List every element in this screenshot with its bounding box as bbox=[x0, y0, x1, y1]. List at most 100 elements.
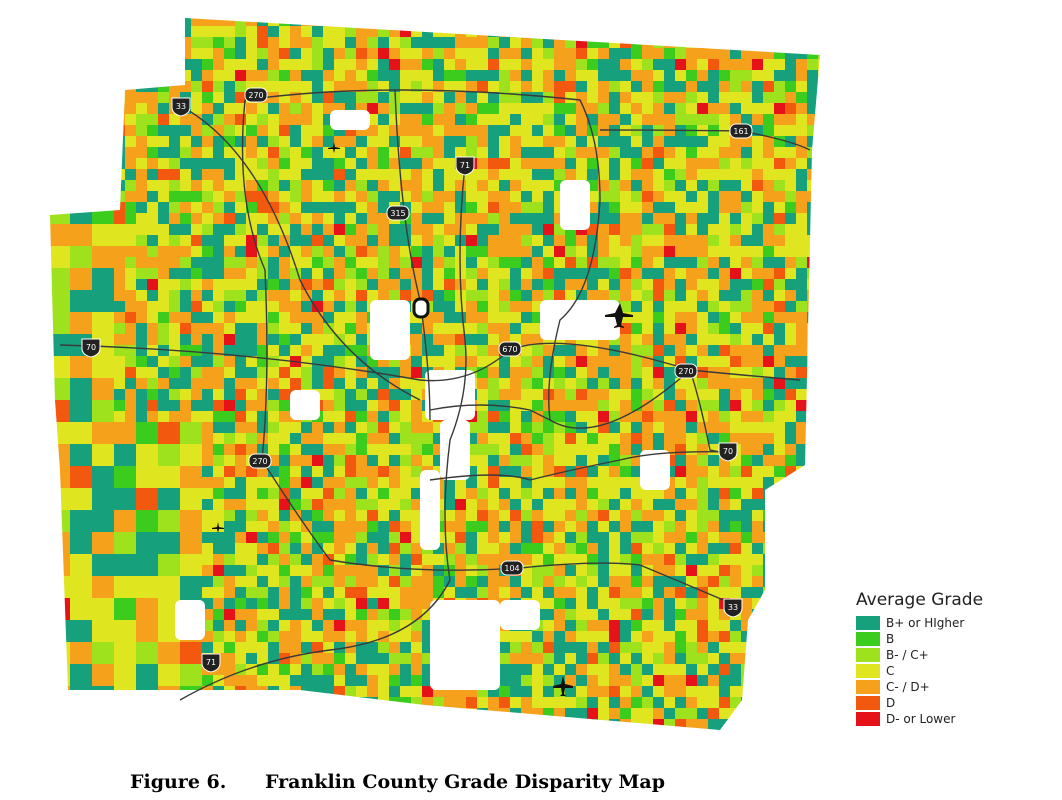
grade-patch bbox=[367, 598, 379, 610]
grade-patch bbox=[411, 70, 423, 82]
grade-patch bbox=[301, 510, 313, 522]
grade-patch bbox=[686, 543, 698, 555]
grade-patch bbox=[279, 213, 291, 225]
grade-patch bbox=[268, 532, 280, 544]
grade-patch bbox=[125, 246, 137, 258]
grade-patch bbox=[521, 312, 533, 324]
grade-patch bbox=[653, 103, 665, 115]
grade-patch bbox=[202, 268, 214, 280]
grade-patch bbox=[224, 158, 236, 170]
grade-patch bbox=[576, 576, 588, 588]
grade-patch bbox=[400, 554, 412, 566]
grade-patch bbox=[774, 114, 786, 126]
roads bbox=[59, 89, 811, 701]
grade-patch bbox=[730, 169, 742, 181]
grade-patch bbox=[774, 543, 786, 555]
grade-patch bbox=[50, 48, 71, 71]
grade-patch bbox=[125, 125, 137, 137]
grade-patch bbox=[246, 510, 258, 522]
grade-patch bbox=[70, 268, 93, 291]
grade-patch bbox=[345, 554, 357, 566]
grade-patch bbox=[675, 114, 687, 126]
grade-patch bbox=[818, 477, 820, 489]
grade-patch bbox=[444, 488, 456, 500]
grade-patch bbox=[532, 719, 544, 730]
grade-patch bbox=[774, 367, 786, 379]
grade-patch bbox=[290, 246, 302, 258]
grade-patch bbox=[609, 136, 621, 148]
grade-patch bbox=[488, 323, 500, 335]
grade-patch bbox=[400, 246, 412, 258]
grade-patch bbox=[422, 290, 434, 302]
grade-patch bbox=[180, 169, 192, 181]
grade-patch bbox=[444, 477, 456, 489]
grade-patch bbox=[741, 554, 753, 566]
grade-patch bbox=[378, 268, 390, 280]
grade-patch bbox=[158, 400, 170, 412]
grade-patch bbox=[268, 587, 280, 599]
grade-patch bbox=[576, 158, 588, 170]
grade-patch bbox=[664, 532, 676, 544]
grade-patch bbox=[92, 48, 115, 71]
grade-patch bbox=[675, 565, 687, 577]
grade-patch bbox=[598, 510, 610, 522]
grade-patch bbox=[807, 719, 819, 730]
grade-patch bbox=[675, 422, 687, 434]
grade-patch bbox=[686, 345, 698, 357]
grade-patch bbox=[411, 169, 423, 181]
grade-patch bbox=[356, 246, 368, 258]
grade-patch bbox=[246, 191, 258, 203]
grade-patch bbox=[631, 708, 643, 720]
grade-patch bbox=[532, 114, 544, 126]
grade-patch bbox=[730, 345, 742, 357]
grade-patch bbox=[653, 147, 665, 159]
grade-patch bbox=[279, 334, 291, 346]
grade-patch bbox=[147, 312, 159, 324]
grade-patch bbox=[477, 466, 489, 478]
grade-patch bbox=[345, 312, 357, 324]
grade-patch bbox=[697, 114, 709, 126]
grade-patch bbox=[389, 191, 401, 203]
grade-patch bbox=[433, 444, 445, 456]
grade-patch bbox=[334, 158, 346, 170]
grade-patch bbox=[466, 510, 478, 522]
grade-patch bbox=[730, 114, 742, 126]
grade-patch bbox=[235, 543, 247, 555]
grade-patch bbox=[675, 257, 687, 269]
grade-patch bbox=[499, 180, 511, 192]
grade-patch bbox=[312, 158, 324, 170]
grade-patch bbox=[532, 510, 544, 522]
grade-patch bbox=[323, 444, 335, 456]
grade-patch bbox=[290, 576, 302, 588]
grade-patch bbox=[334, 411, 346, 423]
grade-patch bbox=[653, 323, 665, 335]
grade-patch bbox=[312, 477, 324, 489]
grade-patch bbox=[510, 356, 522, 368]
grade-patch bbox=[389, 389, 401, 401]
grade-patch bbox=[290, 191, 302, 203]
grade-patch bbox=[224, 675, 236, 687]
grade-patch bbox=[213, 136, 225, 148]
grade-patch bbox=[422, 708, 434, 720]
grade-patch bbox=[70, 686, 93, 709]
grade-patch bbox=[323, 81, 335, 93]
grade-patch bbox=[268, 653, 280, 665]
grade-patch bbox=[235, 147, 247, 159]
grade-patch bbox=[158, 26, 170, 38]
grade-patch bbox=[202, 356, 214, 368]
grade-patch bbox=[796, 565, 808, 577]
grade-patch bbox=[752, 257, 764, 269]
grade-patch bbox=[565, 345, 577, 357]
grade-patch bbox=[554, 48, 566, 60]
grade-patch bbox=[653, 587, 665, 599]
grade-patch bbox=[213, 268, 225, 280]
grade-patch bbox=[631, 92, 643, 104]
grade-patch bbox=[675, 180, 687, 192]
grade-patch bbox=[642, 631, 654, 643]
grade-patch bbox=[796, 257, 808, 269]
grade-patch bbox=[301, 81, 313, 93]
grade-patch bbox=[576, 81, 588, 93]
grade-patch bbox=[411, 18, 423, 27]
grade-patch bbox=[213, 554, 225, 566]
grade-patch bbox=[521, 576, 533, 588]
